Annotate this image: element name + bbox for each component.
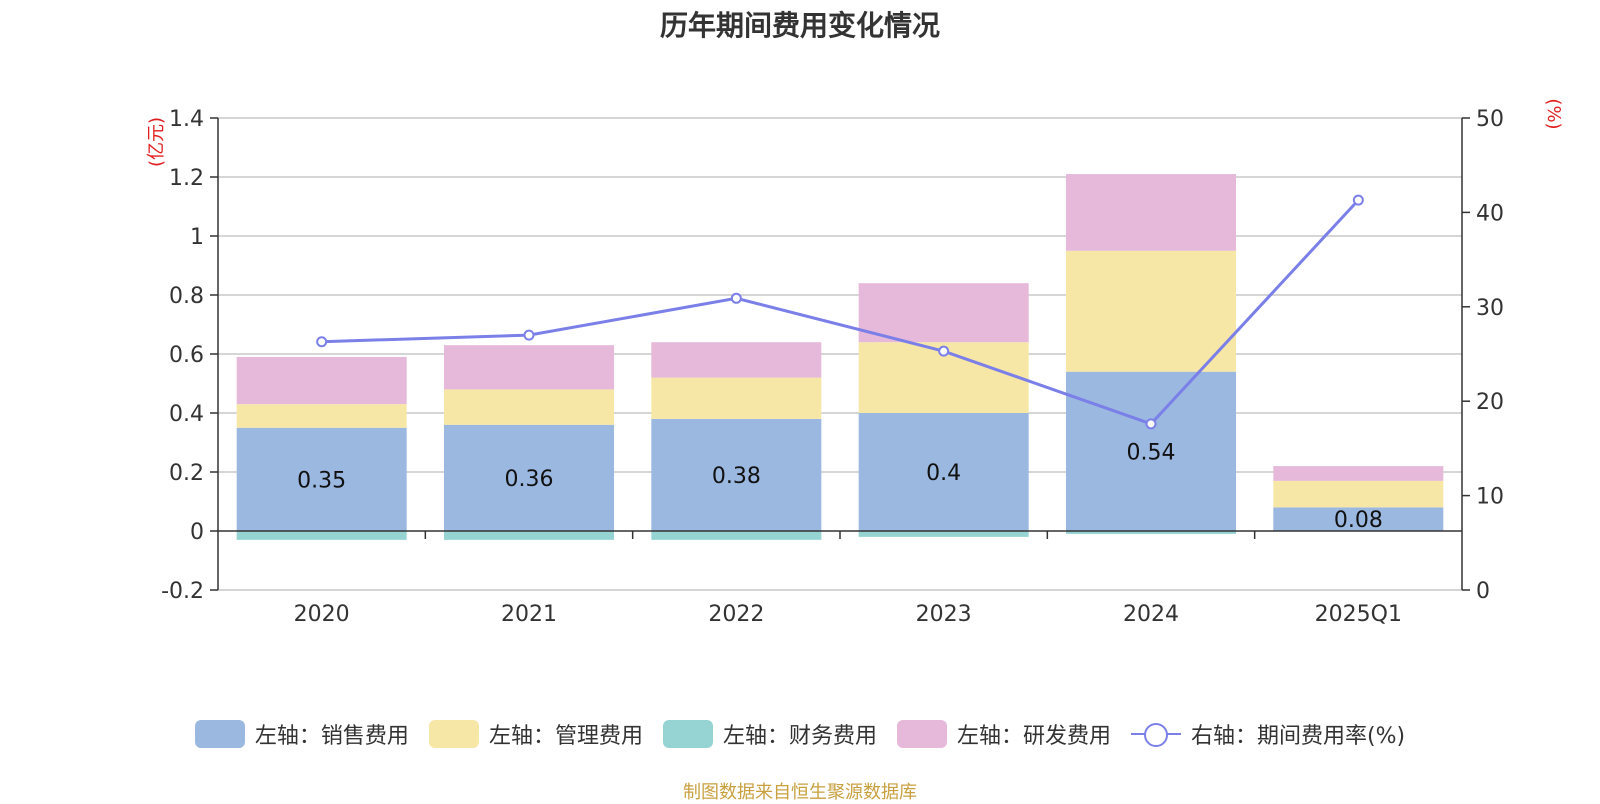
bar-sales [651, 418, 822, 531]
legend-item-admin[interactable]: 左轴：管理费用 [428, 718, 643, 750]
legend-swatch-finance [662, 720, 713, 748]
chart-title: 历年期间费用变化情况 [659, 9, 940, 42]
left-axis-unit: (亿元) [146, 117, 167, 167]
expense-rate-point [730, 292, 742, 304]
legend-label-sales: 左轴：销售费用 [254, 724, 409, 749]
left-tick-label: 0.8 [169, 284, 204, 309]
left-tick-label: -0.2 [161, 579, 204, 604]
expense-rate-line [321, 199, 1360, 426]
chart-plot: 1.4 1.2 1 0.8 0.6 0.4 0.2 0 -0.2 50 40 30 20 10 0 (亿元) (… [146, 98, 1564, 627]
category-label: 2020 [294, 602, 350, 627]
legend-swatch-rnd [896, 720, 947, 748]
right-tick-label: 0 [1476, 579, 1490, 604]
category-label: 2022 [708, 602, 764, 627]
bar-finance [651, 531, 822, 540]
bar-sales [858, 413, 1029, 531]
data-label-sales: 0.08 [1334, 508, 1383, 533]
bar-rnd [1066, 174, 1236, 251]
right-tick-label: 20 [1476, 390, 1504, 415]
bar-admin [651, 377, 822, 419]
data-label-sales: 0.38 [712, 464, 761, 489]
data-label-sales: 0.54 [1127, 440, 1176, 465]
bar-sales [236, 427, 407, 531]
legend-swatch-admin [428, 720, 479, 748]
right-axis-unit: (%) [1543, 98, 1564, 129]
bar-admin [1273, 480, 1444, 508]
bar-sales [1066, 371, 1236, 531]
source-note: 制图数据来自恒生聚源数据库 [683, 782, 917, 803]
data-label-sales: 0.35 [297, 468, 346, 493]
legend-label-finance: 左轴：财务费用 [722, 724, 877, 749]
left-tick-label: 1.4 [169, 107, 204, 132]
legend-item-finance[interactable]: 左轴：财务费用 [662, 718, 877, 750]
bar-admin [1066, 250, 1236, 372]
category-label: 2025Q1 [1315, 602, 1402, 627]
expense-rate-point [316, 336, 328, 348]
category-label: 2024 [1123, 602, 1179, 627]
category-label: 2021 [501, 602, 557, 627]
data-label-sales: 0.36 [505, 467, 554, 492]
bar-rnd [858, 283, 1029, 343]
legend-item-expense-rate[interactable]: 右轴：期间费用率(%) [1130, 718, 1406, 750]
left-tick-label: 1 [190, 225, 204, 250]
expense-rate-point [523, 329, 535, 341]
expense-rate-point [1352, 194, 1364, 206]
legend-label-expense-rate: 右轴：期间费用率(%) [1190, 724, 1406, 749]
right-tick-label: 50 [1476, 107, 1504, 132]
bar-admin [444, 389, 614, 425]
left-tick-label: 0.2 [169, 461, 204, 486]
right-tick-label: 30 [1476, 296, 1504, 321]
expense-rate-point [1145, 418, 1157, 430]
legend-item-sales[interactable]: 左轴：销售费用 [194, 718, 409, 750]
axes: 1.4 1.2 1 0.8 0.6 0.4 0.2 0 -0.2 50 40 30 20 10 0 (亿元) (… [146, 98, 1564, 627]
bar-sales [444, 424, 614, 531]
bar-series [236, 174, 1444, 540]
line-series [316, 194, 1364, 430]
legend-label-admin: 左轴：管理费用 [488, 724, 643, 749]
left-tick-label: 1.2 [169, 166, 204, 191]
bar-sales [1273, 507, 1444, 531]
bar-admin [236, 404, 407, 428]
bar-rnd [236, 356, 407, 405]
data-label-sales: 0.4 [926, 461, 961, 486]
bar-finance [858, 531, 1029, 537]
legend-item-rnd[interactable]: 左轴：研发费用 [896, 718, 1111, 750]
left-tick-label: 0 [190, 520, 204, 545]
legend: 左轴：销售费用 左轴：管理费用 左轴：财务费用 左轴：研发费用 右轴：期间费用率… [0, 718, 1600, 750]
bar-finance [236, 531, 407, 540]
bar-finance [1066, 531, 1236, 534]
data-labels: 0.35 0.36 0.38 0.4 0.54 0.08 [297, 440, 1383, 533]
bar-rnd [444, 345, 614, 390]
legend-swatch-sales [194, 720, 245, 748]
right-tick-label: 10 [1476, 485, 1504, 510]
left-tick-label: 0.4 [169, 402, 204, 427]
legend-label-rnd: 左轴：研发费用 [956, 724, 1111, 749]
category-label: 2023 [916, 602, 972, 627]
bar-rnd [651, 342, 822, 378]
expense-rate-point [938, 345, 950, 357]
right-tick-label: 40 [1476, 201, 1504, 226]
bar-rnd [1273, 466, 1444, 481]
bar-finance [444, 531, 614, 540]
legend-swatch-expense-rate [1130, 720, 1181, 748]
grid-lines [218, 117, 1462, 591]
left-tick-label: 0.6 [169, 343, 204, 368]
